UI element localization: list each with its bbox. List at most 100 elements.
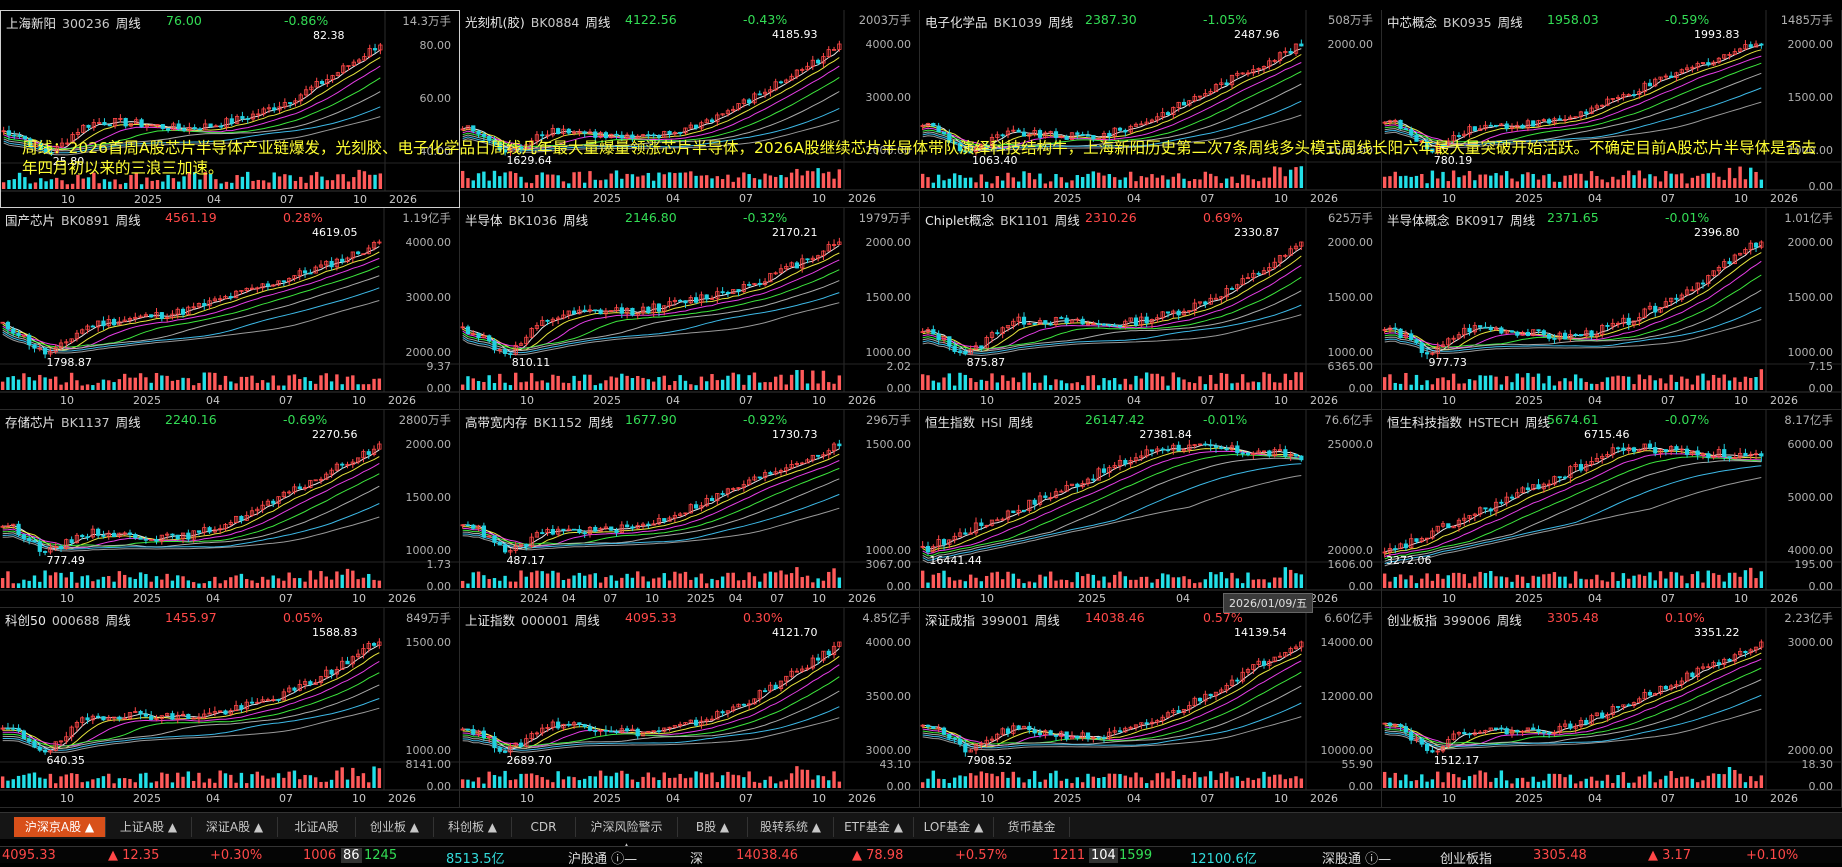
volume-bar [377,378,382,390]
candle-body [757,282,762,286]
chart-panel-bk0917[interactable]: 半导体概念 BK0917 周线 2371.65 -0.01% 1.01亿手 2000.00 1… [1382,208,1842,410]
candle-body [1499,501,1504,504]
candle-body [625,524,630,528]
market-tab[interactable]: CDR [512,817,576,837]
candle-body [276,280,281,286]
chart-panel-hstech[interactable]: 恒生科技指数 HSTECH 周线 5674.61 -0.07% 8.17亿手 6000.00… [1382,410,1842,608]
volume-tick-label: 195.00 [1794,558,1834,571]
x-tick-label: 10 [1442,394,1456,407]
volume-bar [1096,385,1101,390]
candle-body [150,124,155,127]
volume-bar [75,773,79,788]
candle-body [346,65,351,67]
panel-volume: 6.60亿手 [1324,611,1373,625]
volume-bar [758,179,762,188]
volume-bar [1446,181,1451,188]
volume-bar [1669,173,1673,188]
candlestick-chart[interactable] [1382,208,1842,410]
chart-panel-bk0935[interactable]: 中芯概念 BK0935 周线 1958.03 -0.59% 1485万手 2000.00 15… [1382,10,1842,208]
candlestick-chart[interactable] [460,208,920,410]
market-tab[interactable]: LOF基金 ▲ [914,817,994,837]
candlestick-chart[interactable] [920,608,1382,808]
volume-bar [1256,382,1261,390]
candle-body [340,660,345,670]
chart-panel-000001[interactable]: 上证指数 000001 周线 4095.33 0.30% 4.85亿手 4000.00 350… [460,608,920,808]
chart-panel-000688[interactable]: 科创50 000688 周线 1455.97 0.05% 849万手 1500.00 1000… [0,608,460,808]
market-tab[interactable]: ETF基金 ▲ [834,817,914,837]
volume-bar [1064,383,1069,390]
chart-panel-bk0891[interactable]: 国产芯片 BK0891 周线 4561.19 0.28% 1.19亿手 4000.00 300… [0,208,460,410]
candle-body [1446,523,1451,529]
chart-panel-bk0884[interactable]: 光刻机(胶) BK0884 周线 4122.56 -0.43% 2003万手 4000.00… [460,10,920,208]
chart-panel-bk1101[interactable]: Chiplet概念 BK1101 周线 2310.26 0.69% 625万手 2000.0… [920,208,1382,410]
volume-bar [1011,177,1016,188]
candlestick-chart[interactable] [1,11,460,208]
candle-body [587,526,593,535]
chart-panel-399001[interactable]: 深证成指 399001 周线 14038.46 0.57% 6.60亿手 14000.00 1… [920,608,1382,808]
candle-body [989,738,995,741]
candlestick-chart[interactable] [0,410,460,608]
volume-bar [1027,581,1032,588]
y-tick-label: 2000.00 [1787,236,1834,249]
candle-body [366,451,371,455]
market-tab[interactable]: 货币基金 [994,817,1070,837]
candlestick-chart[interactable] [460,608,920,808]
volume-bar [1605,377,1610,390]
chart-panel-bk1137[interactable]: 存储芯片 BK1137 周线 2240.16 -0.69% 2800万手 2000.00 15… [0,410,460,608]
candle-body [460,728,465,731]
candle-body [646,523,651,526]
candle-body [1700,62,1706,64]
market-tab[interactable]: B股 ▲ [678,817,748,837]
volume-bar [150,180,154,189]
volume-bar [149,782,153,788]
market-tab[interactable]: 创业板 ▲ [356,817,434,837]
chart-panel-300236[interactable]: 上海新阳 300236 周线 76.00 -0.86% 14.3万手 80.00 60.00 4… [0,10,460,208]
volume-tick-label: 55.90 [1341,758,1374,771]
chart-panel-bk1152[interactable]: 高带宽内存 BK1152 周线 1677.90 -0.92% 296万手 1500.00 10… [460,410,920,608]
candle-body [1043,132,1048,138]
candle-body [1064,317,1069,324]
sgt-link[interactable]: 深股通 ⓘ— [1322,852,1392,867]
chart-panel-hsi[interactable]: 恒生指数 HSI 周线 26147.42 -0.01% 76.6亿手 25000.0 2000… [920,410,1382,608]
hgt-link[interactable]: 沪股通 ⓘ— [568,852,638,867]
candlestick-chart[interactable] [0,208,460,410]
market-tab[interactable]: 上证A股 ▲ [106,817,192,837]
market-tab[interactable]: 深证A股 ▲ [192,817,278,837]
volume-bar [1251,779,1256,788]
candlestick-chart[interactable] [1382,410,1842,608]
candlestick-chart[interactable] [1382,608,1842,808]
chart-panel-399006[interactable]: 创业板指 399006 周线 3305.48 0.10% 2.23亿手 3000.00 200… [1382,608,1842,808]
candlestick-chart[interactable] [460,410,920,608]
candlestick-chart[interactable] [920,10,1382,208]
candlestick-chart[interactable] [1382,10,1842,208]
volume-bar [1038,382,1042,390]
volume-bar [145,177,149,189]
candle-body [1674,297,1679,300]
candle-body [715,114,720,123]
candle-body [1133,724,1139,728]
candle-body [245,118,250,120]
candlestick-chart[interactable] [920,208,1382,410]
candle-body [1753,646,1759,651]
chart-panel-bk1039[interactable]: 电子化学品 BK1039 周线 2387.30 -1.05% 508万手 2000.00 15… [920,10,1382,208]
candle-body [741,484,746,489]
volume-bar [726,375,730,390]
chart-panel-bk1036[interactable]: 半导体 BK1036 周线 2146.80 -0.32% 1979万手 2000.00 150… [460,208,920,410]
candlestick-chart[interactable] [460,10,920,208]
candlestick-chart[interactable] [920,410,1382,608]
market-tab[interactable]: 股转系统 ▲ [748,817,834,837]
candlestick-chart[interactable] [0,608,460,808]
volume-bar [299,176,303,189]
market-tab[interactable]: 沪深风险警示 ▲ [576,817,678,854]
volume-bar [1515,181,1519,188]
market-tab[interactable]: 科创板 ▲ [434,817,512,837]
volume-bar [1139,176,1144,188]
volume-bar [460,580,465,588]
market-tab[interactable]: 沪深京A股 ▲ [14,817,106,837]
volume-bar [11,583,15,588]
volume-bar [942,779,946,788]
volume-bar [91,385,95,390]
market-tab[interactable]: 北证A股 [278,817,356,837]
volume-bar [1043,183,1048,188]
volume-bar [117,379,122,390]
